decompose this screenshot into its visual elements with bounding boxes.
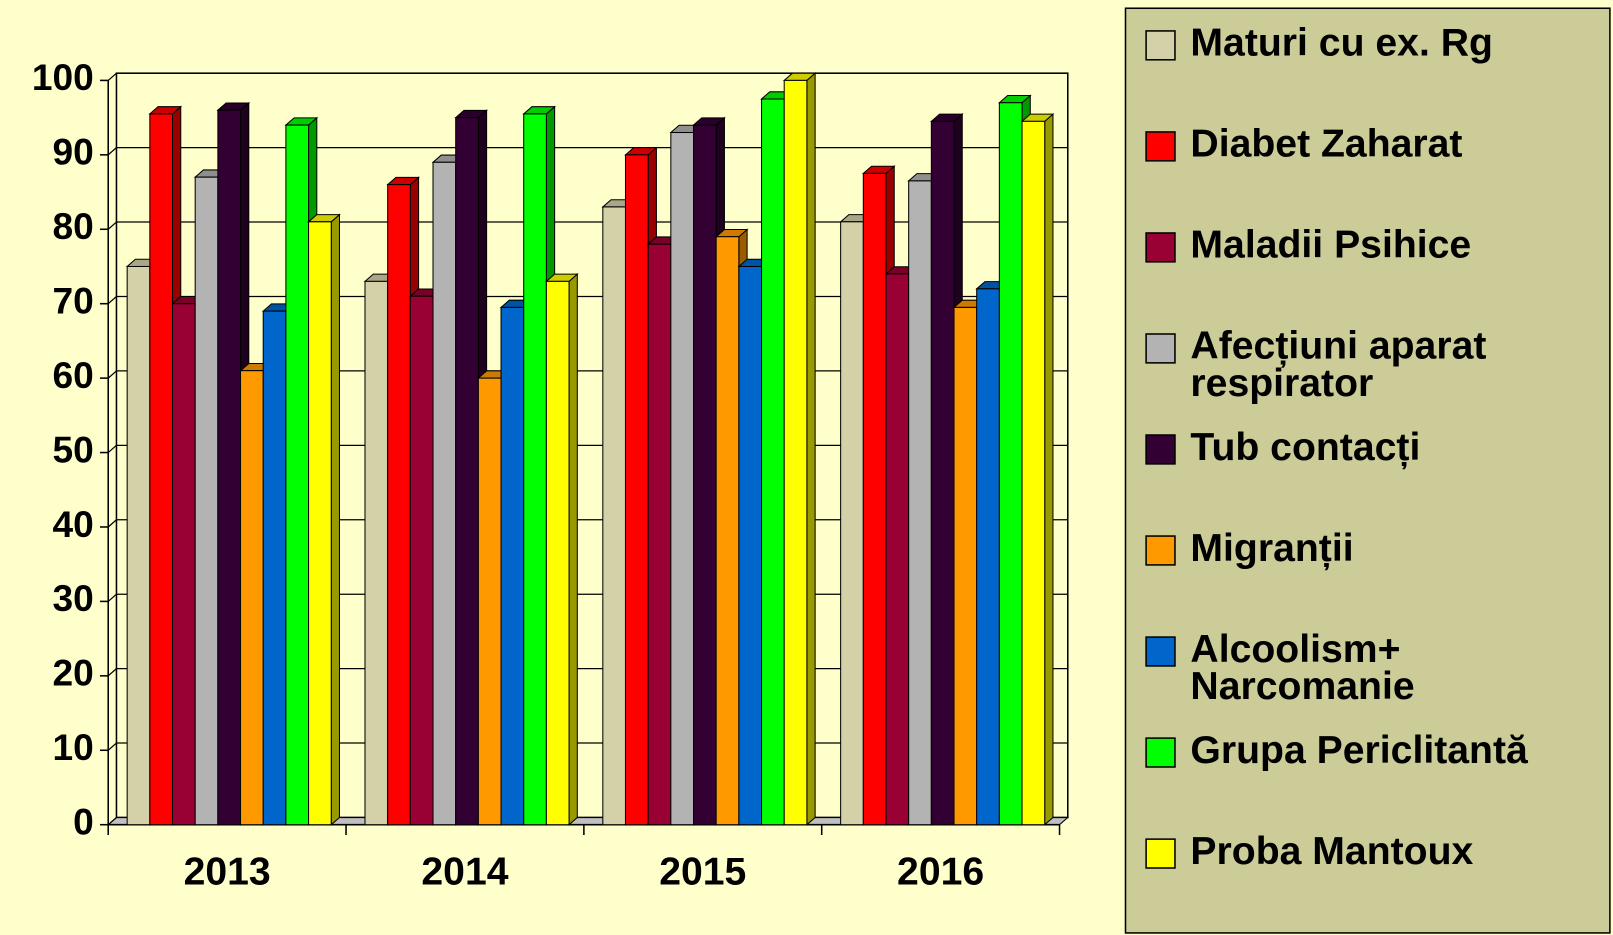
bar (308, 221, 332, 826)
legend-swatch (1145, 131, 1176, 162)
bar (477, 377, 502, 826)
y-tick-label: 90 (53, 131, 94, 173)
bar (455, 117, 479, 826)
bar (432, 161, 457, 826)
grid-line (107, 668, 117, 677)
legend-box (1124, 7, 1611, 934)
legend-label: Tub contacți (1190, 428, 1421, 470)
bar (240, 370, 264, 826)
grid-line (107, 370, 117, 379)
legend-item: Tub contacți (1190, 428, 1421, 470)
x-tick-label: 2013 (184, 851, 271, 894)
bar (126, 265, 151, 826)
legend-item: Grupa Periclitantă (1190, 731, 1528, 773)
grid-line (107, 593, 117, 602)
grid-line (107, 72, 117, 81)
x-tick-label: 2014 (421, 851, 508, 894)
legend-item: Alcoolism+ Narcomanie (1190, 630, 1415, 709)
legend-label: Maturi cu ex. Rg (1190, 24, 1493, 65)
bar (715, 236, 740, 826)
x-tick-label: 2016 (897, 851, 984, 894)
legend-label: Proba Mantoux (1190, 832, 1474, 874)
bar (953, 306, 978, 826)
bar-side (806, 72, 816, 826)
bar (285, 124, 310, 826)
bar (783, 79, 808, 826)
bar-side (568, 273, 578, 826)
legend-label: Alcoolism+ Narcomanie (1190, 630, 1415, 709)
legend-item: Diabet Zaharat (1190, 125, 1463, 166)
legend-swatch (1145, 838, 1176, 869)
bar (523, 113, 547, 826)
legend-item: Maladii Psihice (1190, 226, 1472, 267)
legend-label: Maladii Psihice (1190, 226, 1472, 267)
bar (171, 303, 196, 826)
legend-swatch (1145, 232, 1176, 263)
legend-swatch (1145, 30, 1176, 61)
y-tick-label: 50 (53, 428, 94, 470)
legend-swatch (1145, 636, 1176, 667)
grid-line (107, 296, 117, 305)
legend-item: Maturi cu ex. Rg (1190, 24, 1493, 65)
bar (738, 265, 763, 826)
y-tick-label: 70 (53, 279, 94, 321)
grid-line (107, 221, 117, 230)
bar-side (330, 213, 340, 826)
y-tick-label: 20 (53, 652, 94, 694)
legend-item: Afecțiuni aparat respirator (1190, 327, 1487, 406)
bar (545, 280, 570, 826)
bar (262, 310, 287, 826)
bar (840, 221, 864, 826)
y-tick-label: 0 (73, 800, 94, 842)
bar (1021, 120, 1046, 826)
bar (998, 102, 1023, 826)
bar (862, 172, 887, 826)
grid-line (107, 519, 117, 528)
grid-line (107, 742, 117, 751)
y-tick-label: 60 (53, 354, 94, 396)
y-tick-label: 10 (53, 726, 94, 768)
bar (194, 176, 219, 826)
bar (930, 120, 955, 826)
y-tick-label: 80 (53, 205, 94, 247)
legend-item: Proba Mantoux (1190, 832, 1474, 874)
bar (500, 306, 525, 826)
y-tick-label: 40 (53, 503, 94, 545)
legend-label: Diabet Zaharat (1190, 125, 1463, 166)
legend-swatch (1145, 737, 1176, 768)
legend-swatch (1145, 535, 1176, 566)
legend-label: Migranții (1190, 529, 1354, 571)
bar (761, 98, 785, 826)
legend-label: Grupa Periclitantă (1190, 731, 1528, 773)
bar (602, 206, 627, 826)
grid-line (107, 147, 117, 156)
bar-side (1044, 112, 1054, 826)
bar (624, 154, 649, 826)
bar (387, 184, 411, 826)
bar (692, 124, 717, 826)
bar (217, 109, 242, 826)
grid-line (107, 444, 117, 454)
x-tick-label: 2015 (659, 851, 746, 894)
bar (647, 243, 672, 826)
y-tick-label: 30 (53, 577, 94, 619)
bar (976, 288, 1000, 826)
bar (885, 273, 910, 826)
bar (670, 131, 695, 826)
bar (908, 180, 932, 826)
y-tick-label: 100 (32, 56, 94, 98)
legend-label: Afecțiuni aparat respirator (1190, 327, 1487, 406)
bar (364, 280, 389, 826)
grid-line (107, 817, 117, 826)
bar (149, 113, 174, 826)
bar (409, 295, 434, 826)
legend-item: Migranții (1190, 529, 1354, 571)
legend-swatch (1145, 333, 1176, 364)
legend-swatch (1145, 434, 1176, 465)
